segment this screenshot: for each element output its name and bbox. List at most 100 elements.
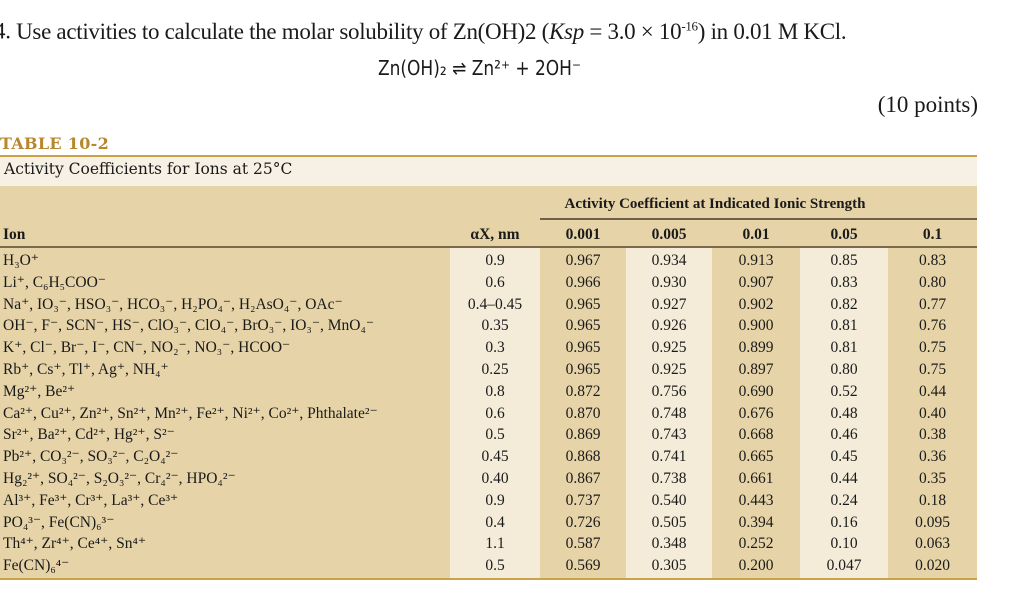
table-title: Activity Coefficients for Ions at 25°C [4,160,293,178]
ion-size-cell: 0.9 [485,252,505,269]
coefficient-cell: 0.569 [565,557,601,575]
ion-cell: Fe(CN)₆⁴⁻ [3,557,70,575]
coefficient-cell: 0.899 [738,339,774,357]
ion-size-cell: 0.4–0.45 [467,295,523,313]
coefficient-cell: 0.925 [651,361,687,378]
coefficient-cell: 0.44 [830,470,858,487]
ksp-exponent: -16 [681,18,698,33]
coefficient-cell: 0.676 [738,404,774,422]
column-header: 0.1 [922,226,943,243]
coefficient-cell: 0.75 [918,361,947,378]
ion-size-cell: 0.35 [481,317,509,335]
coefficient-cell: 0.868 [565,448,601,466]
coefficient-cell: 0.38 [918,426,947,444]
ion-cell: Li⁺, C₆H₅COO⁻ [3,273,106,291]
table-label: TABLE 10-2 [0,134,110,153]
coefficient-cell: 0.80 [830,361,858,378]
column-shade [888,248,977,578]
table-row: H₃O⁺ 0.9 0.967 0.934 0.913 0.85 0.83 [0,250,977,272]
table-row: Pb²⁺, CO₃²⁻, SO₃²⁻, C₂O₄²⁻ 0.45 0.868 0.741… [0,446,977,468]
coefficient-cell: 0.52 [830,382,858,400]
coefficient-cell: 0.305 [651,557,687,575]
coefficient-cell: 0.930 [651,273,687,291]
table-row: Hg₂²⁺, SO₄²⁻, S₂O₃²⁻, Cr₄²⁻, HPO₄²⁻ 0.40 0… [0,468,977,490]
coefficient-cell: 0.443 [738,491,774,509]
coefficient-cell: 0.925 [651,339,687,357]
coefficient-cell: 0.756 [651,382,687,400]
table-header [0,186,977,248]
coefficient-cell: 0.80 [918,273,947,291]
coefficient-cell: 0.047 [826,557,862,575]
ion-cell: Al³⁺, Fe³⁺, Cr³⁺, La³⁺, Ce³⁺ [3,491,179,509]
ion-cell: Sr²⁺, Ba²⁺, Cd²⁺, Hg²⁺, S²⁻ [3,426,175,444]
group-header: Activity Coefficient at Indicated Ionic … [564,196,866,212]
coefficient-cell: 0.927 [651,295,687,313]
ion-size-cell: 0.40 [481,470,509,487]
coefficient-cell: 0.897 [738,361,774,378]
ion-size-cell: 0.45 [481,448,509,466]
coefficient-cell: 0.870 [565,404,601,422]
table-row: Rb⁺, Cs⁺, Tl⁺, Ag⁺, NH₄⁺ 0.25 0.965 0.925 0.… [0,359,977,381]
ksp-label: Ksp [549,18,584,44]
table-row: Mg²⁺, Be²⁺ 0.8 0.872 0.756 0.690 0.52 0.44 [0,381,977,403]
coefficient-cell: 0.743 [651,426,687,444]
question-text: 4. Use activities to calculate the molar… [0,18,847,45]
coefficient-cell: 0.45 [830,448,858,466]
ion-size-cell: 0.4 [485,513,505,531]
coefficient-cell: 0.44 [918,382,947,400]
coefficient-cell: 0.82 [830,295,858,313]
question-body: Use activities to calculate the molar so… [16,18,847,44]
coefficient-cell: 0.020 [915,557,950,575]
ion-cell: Rb⁺, Cs⁺, Tl⁺, Ag⁺, NH₄⁺ [3,361,169,378]
group-header-rule [540,218,977,220]
coefficient-cell: 0.81 [830,317,858,335]
coefficient-cell: 0.24 [830,491,858,509]
coefficient-cell: 0.867 [565,470,601,487]
column-header: αX, nm [470,226,520,243]
ion-size-cell: 0.3 [485,339,505,357]
coefficient-cell: 0.40 [918,404,947,422]
question-text-after: ) in 0.01 M KCl. [697,18,847,44]
coefficient-cell: 0.900 [738,317,774,335]
table-row: OH⁻, F⁻, SCN⁻, HS⁻, ClO₃⁻, ClO₄⁻, BrO₃⁻,… [0,315,977,337]
ion-cell: OH⁻, F⁻, SCN⁻, HS⁻, ClO₃⁻, ClO₄⁻, BrO₃⁻,… [3,317,375,335]
table-row: Th⁴⁺, Zr⁴⁺, Ce⁴⁺, Sn⁴⁺ 1.1 0.587 0.348 0.252… [0,533,977,555]
coefficient-cell: 0.661 [738,470,774,487]
table-body: H₃O⁺ 0.9 0.967 0.934 0.913 0.85 0.83 Li⁺, C₆H₅C… [0,248,977,580]
coefficient-cell: 0.75 [918,339,947,357]
coefficient-cell: 0.348 [651,535,687,553]
coefficient-cell: 0.690 [738,382,774,400]
coefficient-cell: 0.540 [651,491,687,509]
coefficient-cell: 0.252 [738,535,774,553]
table-row: Na⁺, IO₃⁻, HSO₃⁻, HCO₃⁻, H₂PO₄⁻, H₂AsO₄⁻… [0,294,977,316]
table-row: Sr²⁺, Ba²⁺, Cd²⁺, Hg²⁺, S²⁻ 0.5 0.869 0.743… [0,424,977,446]
ion-cell: H₃O⁺ [3,252,39,269]
coefficient-cell: 0.869 [565,426,601,444]
ion-size-cell: 1.1 [485,535,505,553]
coefficient-cell: 0.665 [738,448,774,466]
coefficient-cell: 0.587 [565,535,601,553]
ion-size-cell: 0.6 [485,273,505,291]
coefficient-cell: 0.81 [830,339,858,357]
coefficient-cell: 0.913 [738,252,774,269]
coefficient-cell: 0.36 [918,448,947,466]
coefficient-cell: 0.394 [738,513,774,531]
question-text-before: Use activities to calculate the molar so… [16,18,550,44]
column-shade [540,248,626,578]
coefficient-cell: 0.505 [651,513,687,531]
ion-size-cell: 0.8 [485,382,505,400]
column-shade [450,248,540,578]
ion-cell: Mg²⁺, Be²⁺ [3,382,76,400]
column-header: 0.001 [565,226,601,243]
ion-size-cell: 0.6 [485,404,505,422]
coefficient-cell: 0.85 [830,252,858,269]
coefficient-cell: 0.965 [565,317,601,335]
column-header: Ion [3,226,26,243]
coefficient-cell: 0.737 [565,491,601,509]
coefficient-cell: 0.35 [918,470,947,487]
ksp-value: = 3.0 × 10 [583,18,682,44]
coefficient-cell: 0.48 [830,404,858,422]
ion-cell: Na⁺, IO₃⁻, HSO₃⁻, HCO₃⁻, H₂PO₄⁻, H₂AsO₄⁻… [3,295,343,313]
coefficient-cell: 0.965 [565,361,601,378]
coefficient-cell: 0.83 [918,252,947,269]
